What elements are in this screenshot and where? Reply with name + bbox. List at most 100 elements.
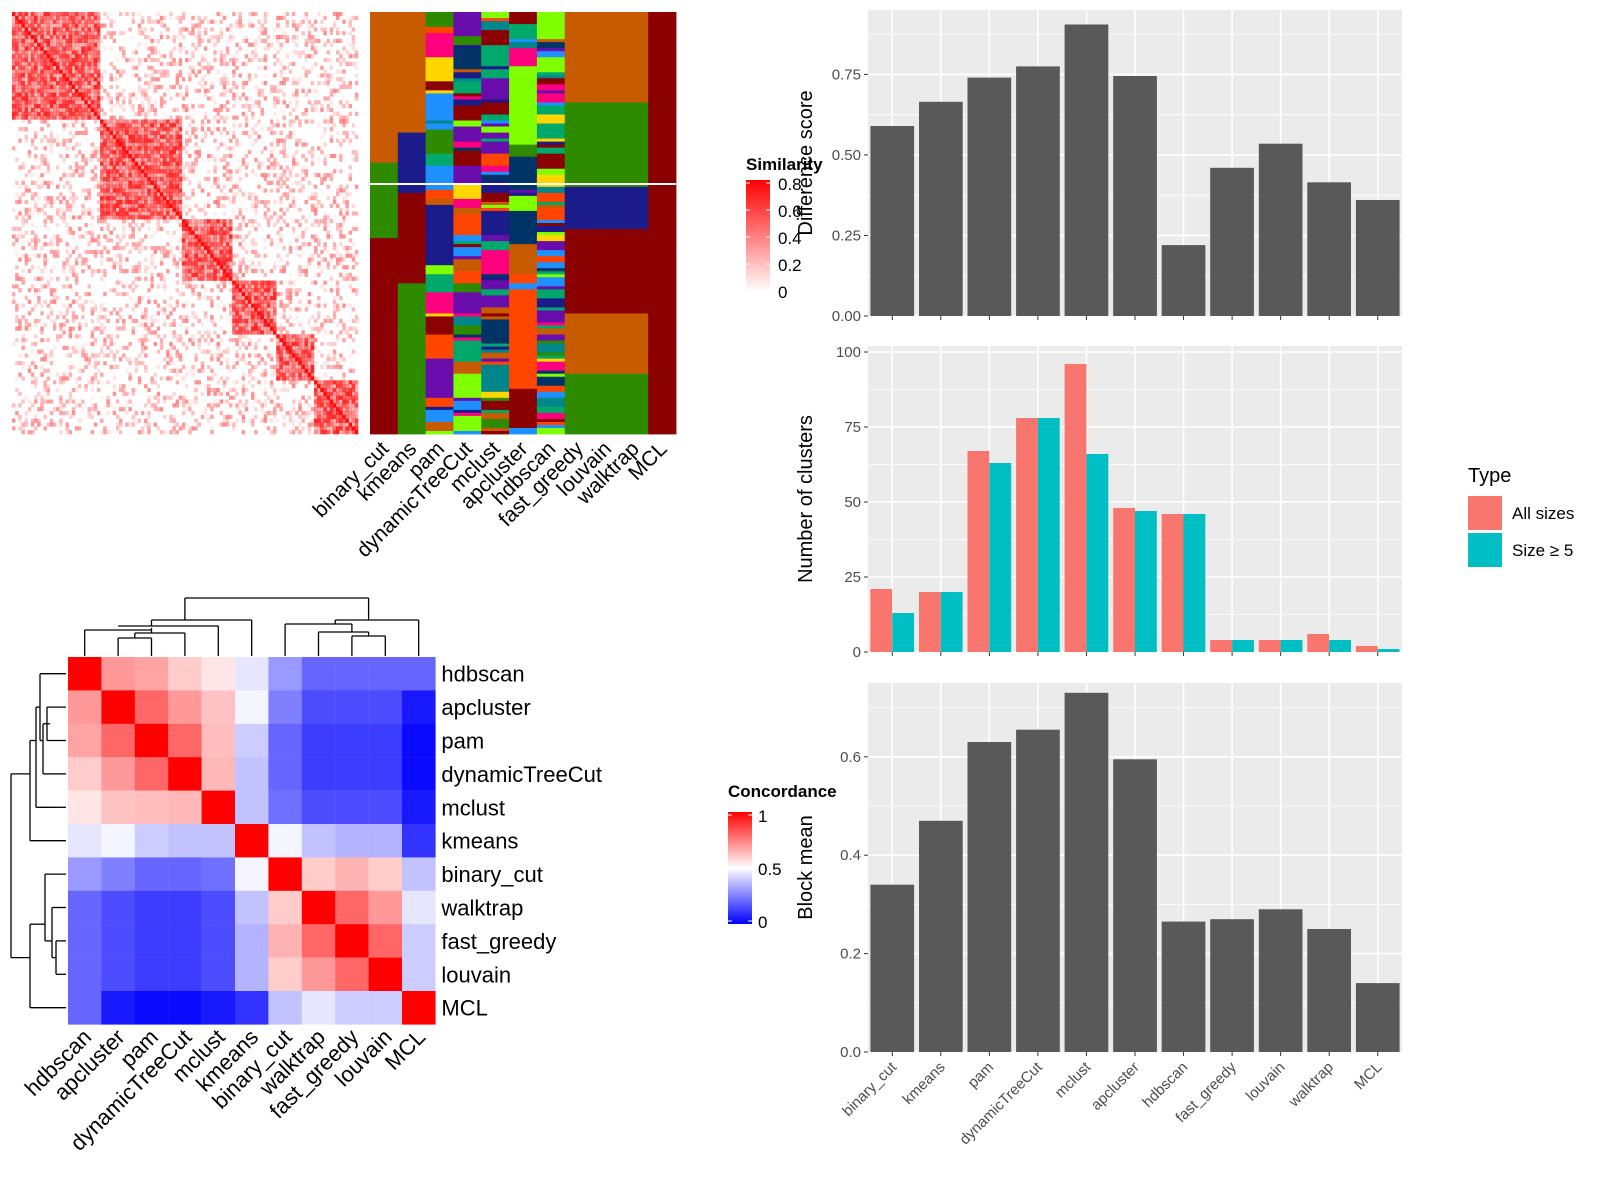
similarity-cell [24,295,29,301]
similarity-cell [37,391,41,396]
similarity-cell [52,77,57,82]
similarity-cell [222,272,227,278]
similarity-cell [78,81,82,86]
similarity-cell [71,31,76,36]
similarity-cell [342,303,346,308]
similarity-cell [166,269,170,274]
similarity-cell [313,107,318,113]
similarity-cell [200,249,205,254]
similarity-cell [71,345,76,350]
similarity-cell [109,211,113,216]
similarity-cell [169,84,173,90]
similarity-cell [329,391,334,396]
similarity-cell [147,288,151,293]
similarity-cell [21,27,25,32]
similarity-cell [103,192,107,197]
similarity-cell [159,196,164,201]
similarity-cell [304,272,308,278]
similarity-cell [115,69,120,74]
similarity-cell [96,104,101,109]
similarity-cell [169,315,173,320]
similarity-cell [310,119,315,124]
similarity-cell [295,50,299,55]
similarity-cell [21,35,25,40]
similarity-cell [93,23,98,28]
similarity-cell [122,345,126,350]
similarity-cell [122,318,126,324]
similarity-cell [74,111,79,116]
similarity-cell [144,150,148,155]
similarity-cell [128,215,132,220]
similarity-cell [266,180,271,185]
similarity-cell [291,92,296,97]
similarity-cell [257,380,261,385]
similarity-cell [49,115,54,120]
similarity-cell [203,288,208,293]
similarity-cell [159,119,164,124]
similarity-cell [298,50,302,55]
similarity-cell [345,211,349,216]
similarity-cell [244,38,249,43]
similarity-cell [59,238,63,243]
similarity-cell [348,15,353,20]
similarity-cell [49,84,54,90]
similarity-cell [112,77,117,82]
similarity-cell [339,207,343,212]
similarity-cell [200,246,205,251]
similarity-cell [219,203,224,208]
similarity-cell [181,269,186,274]
similarity-cell [84,61,88,67]
similarity-cell [122,157,126,162]
similarity-cell [21,280,25,285]
similarity-cell [273,315,277,320]
similarity-cell [90,111,95,116]
similarity-cell [162,288,167,293]
similarity-cell [269,42,274,47]
similarity-cell [115,165,120,170]
similarity-cell [326,341,330,347]
similarity-cell [263,246,268,251]
similarity-cell [323,246,327,251]
similarity-cell [147,180,151,185]
similarity-cell [178,58,183,63]
similarity-cell [81,92,85,97]
similarity-cell [225,77,230,82]
similarity-cell [254,280,258,285]
similarity-cell [260,288,264,293]
similarity-cell [118,357,123,362]
similarity-cell [241,384,246,389]
similarity-cell [348,326,353,331]
similarity-cell [219,338,224,343]
similarity-cell [147,226,151,231]
similarity-cell [254,226,258,231]
similarity-cell [251,54,255,59]
similarity-cell [37,73,41,78]
similarity-cell [59,42,63,47]
similarity-cell [65,81,69,86]
similarity-cell [40,96,44,101]
similarity-cell [191,269,195,274]
similarity-cell [122,234,126,239]
similarity-cell [40,15,44,20]
similarity-cell [122,54,126,59]
similarity-cell [74,292,79,297]
similarity-cell [71,42,76,47]
similarity-cell [21,23,25,28]
similarity-cell [74,387,79,393]
similarity-cell [269,330,274,335]
similarity-cell [131,65,135,70]
similarity-cell [153,107,157,113]
similarity-cell [96,192,101,197]
similarity-cell [348,84,353,90]
similarity-cell [37,23,41,28]
similarity-cell [74,65,79,70]
similarity-cell [169,127,173,132]
similarity-cell [147,219,151,224]
similarity-cell [90,387,95,393]
similarity-cell [30,372,35,377]
similarity-cell [282,169,286,174]
similarity-cell [68,69,73,74]
similarity-cell [235,330,239,335]
similarity-cell [147,176,151,182]
similarity-cell [96,81,101,86]
